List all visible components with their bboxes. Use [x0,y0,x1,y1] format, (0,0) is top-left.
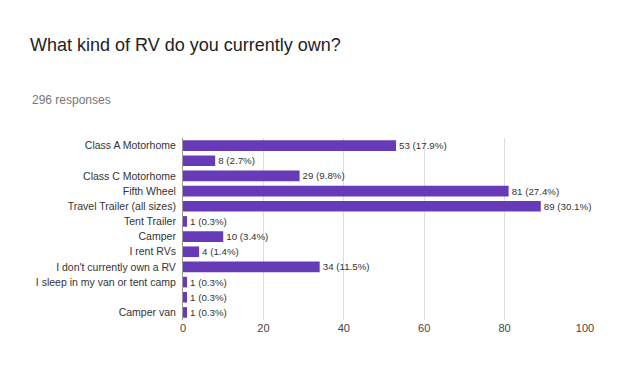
svg-text:20: 20 [257,322,269,334]
svg-text:Fifth Wheel: Fifth Wheel [123,185,176,197]
svg-text:What kind of RV do you current: What kind of RV do you currently own? [30,35,341,55]
svg-text:I don't currently own a RV: I don't currently own a RV [56,261,176,273]
svg-text:29 (9.8%): 29 (9.8%) [303,170,345,181]
svg-text:Camper: Camper [139,230,177,242]
svg-text:Class A Motorhome: Class A Motorhome [85,139,176,151]
svg-text:1 (0.3%): 1 (0.3%) [190,292,227,303]
svg-text:4 (1.4%): 4 (1.4%) [202,246,239,257]
svg-text:100: 100 [576,322,594,334]
svg-text:I sleep in my van or tent camp: I sleep in my van or tent camp [36,276,176,288]
svg-text:60: 60 [418,322,430,334]
svg-text:8 (2.7%): 8 (2.7%) [218,155,255,166]
svg-text:1 (0.3%): 1 (0.3%) [190,277,227,288]
svg-text:81 (27.4%): 81 (27.4%) [512,186,560,197]
svg-text:Class C Motorhome: Class C Motorhome [83,170,176,182]
svg-text:89 (30.1%): 89 (30.1%) [544,201,592,212]
svg-text:10 (3.4%): 10 (3.4%) [226,231,268,242]
svg-text:I rent RVs: I rent RVs [129,245,176,257]
svg-text:80: 80 [498,322,510,334]
svg-text:296 responses: 296 responses [32,93,111,107]
svg-text:34 (11.5%): 34 (11.5%) [323,261,370,272]
svg-text:1 (0.3%): 1 (0.3%) [190,307,227,318]
svg-text:1 (0.3%): 1 (0.3%) [190,216,227,227]
svg-text:Tent Trailer: Tent Trailer [124,215,176,227]
svg-text:53 (17.9%): 53 (17.9%) [399,140,447,151]
svg-text:0: 0 [180,322,186,334]
svg-text:Travel Trailer (all sizes): Travel Trailer (all sizes) [68,200,176,212]
svg-text:40: 40 [338,322,350,334]
svg-text:Camper van: Camper van [119,306,176,318]
